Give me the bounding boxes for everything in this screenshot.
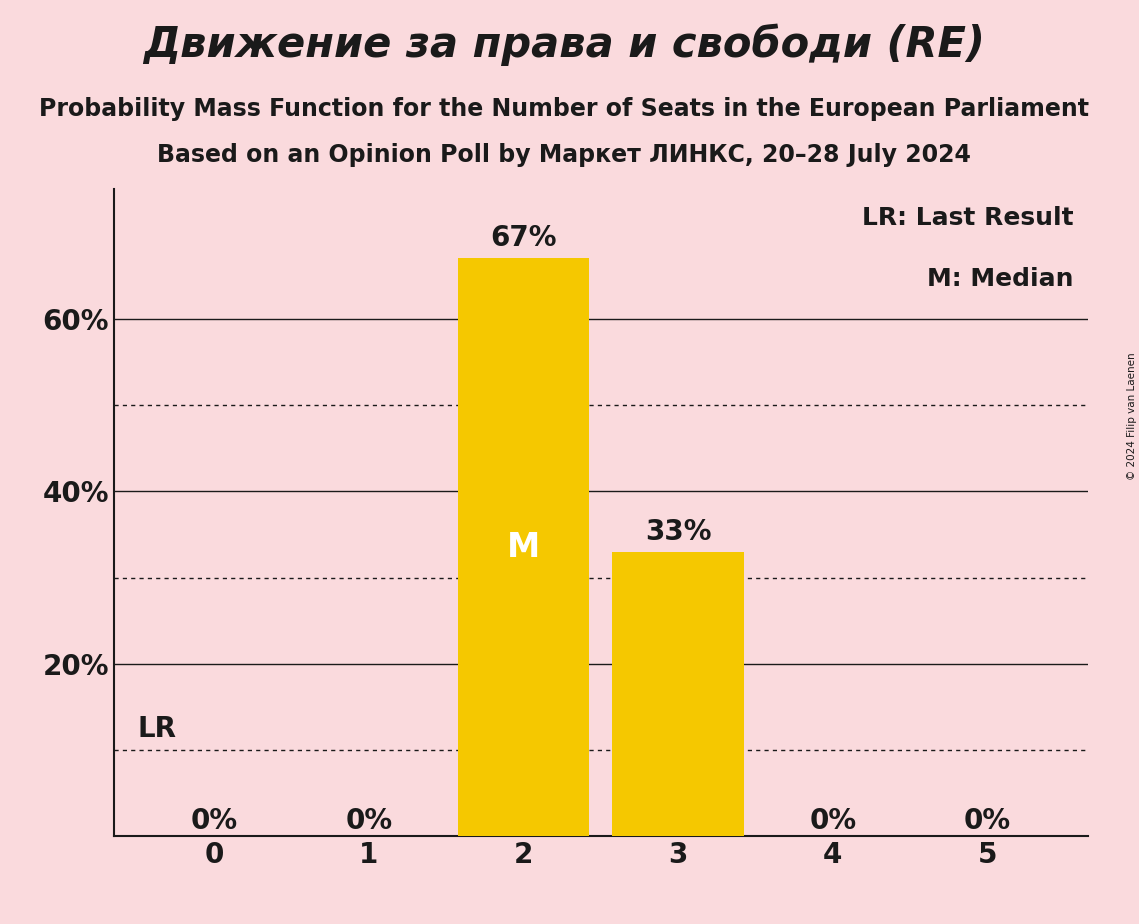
Text: LR: Last Result: LR: Last Result [861, 206, 1073, 229]
Bar [458, 259, 589, 836]
Text: Probability Mass Function for the Number of Seats in the European Parliament: Probability Mass Function for the Number… [39, 97, 1089, 121]
Text: © 2024 Filip van Laenen: © 2024 Filip van Laenen [1126, 352, 1137, 480]
Text: LR: LR [137, 715, 177, 743]
Text: 0%: 0% [345, 807, 393, 834]
Text: 67%: 67% [490, 225, 557, 252]
Text: 0%: 0% [809, 807, 857, 834]
Text: 0%: 0% [964, 807, 1010, 834]
Bar [613, 552, 744, 836]
Text: 33%: 33% [645, 517, 712, 545]
Text: M: Median: M: Median [927, 267, 1073, 291]
Text: M: M [507, 530, 540, 564]
Text: Движение за права и свободи (RE): Движение за права и свободи (RE) [142, 23, 985, 66]
Text: 0%: 0% [191, 807, 238, 834]
Text: Based on an Opinion Poll by Маркет ЛИНКС, 20–28 July 2024: Based on an Opinion Poll by Маркет ЛИНКС… [157, 143, 970, 167]
